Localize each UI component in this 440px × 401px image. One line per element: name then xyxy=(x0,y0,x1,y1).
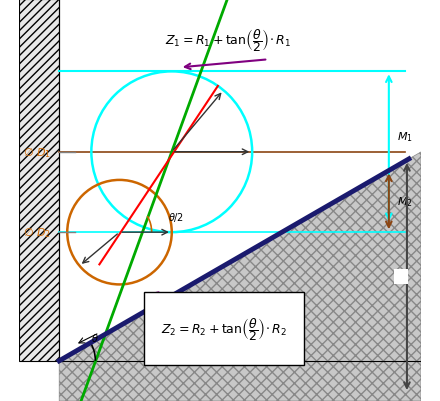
Text: $Z_1 = R_1 + \tan\!\left(\dfrac{\theta}{2}\right)\!\cdot R_1$: $Z_1 = R_1 + \tan\!\left(\dfrac{\theta}{… xyxy=(165,27,291,53)
Text: $\varnothing\ D_2$: $\varnothing\ D_2$ xyxy=(23,226,51,239)
Polygon shape xyxy=(59,152,421,401)
FancyBboxPatch shape xyxy=(143,293,304,365)
Text: $M$: $M$ xyxy=(395,271,407,283)
Text: $\varnothing\ D_1$: $\varnothing\ D_1$ xyxy=(23,146,51,159)
Text: $\theta$: $\theta$ xyxy=(92,331,99,343)
Text: $M_1$: $M_1$ xyxy=(397,130,413,143)
Text: $Z_2 = R_2 + \tan\!\left(\dfrac{\theta}{2}\right)\!\cdot R_2$: $Z_2 = R_2 + \tan\!\left(\dfrac{\theta}{… xyxy=(161,316,287,342)
Text: $M_2$: $M_2$ xyxy=(397,195,413,209)
Text: $\theta/2$: $\theta/2$ xyxy=(168,211,184,223)
Bar xyxy=(19,0,59,361)
